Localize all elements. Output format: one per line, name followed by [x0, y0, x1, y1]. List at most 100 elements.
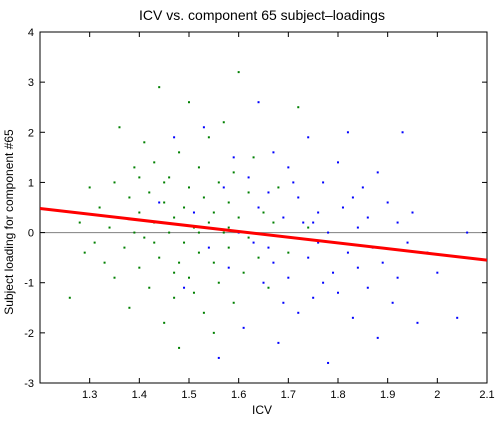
data-point	[158, 201, 161, 204]
x-tick-label: 2.1	[479, 389, 494, 401]
data-point	[222, 231, 225, 234]
y-tick-label: 4	[28, 27, 34, 39]
data-point	[297, 196, 300, 199]
data-point	[212, 211, 215, 214]
axes-box	[39, 31, 488, 384]
data-point	[262, 211, 265, 214]
data-point	[257, 256, 260, 259]
data-point	[232, 171, 235, 174]
x-axis-label: ICV	[252, 403, 272, 417]
data-point	[391, 301, 394, 304]
data-point	[237, 216, 240, 219]
data-point	[133, 231, 136, 234]
data-point	[386, 201, 389, 204]
data-point	[153, 241, 156, 244]
data-point	[173, 271, 176, 274]
y-tick-label: 3	[28, 77, 34, 89]
data-point	[143, 236, 146, 239]
data-point	[267, 286, 270, 289]
x-tick-label: 1.4	[132, 389, 147, 401]
data-point	[88, 186, 91, 189]
data-point	[232, 301, 235, 304]
data-point	[192, 291, 195, 294]
data-point	[207, 221, 210, 224]
data-point	[351, 196, 354, 199]
data-point	[83, 251, 86, 254]
data-point	[183, 206, 186, 209]
data-point	[332, 271, 335, 274]
data-point	[178, 346, 181, 349]
data-point	[381, 261, 384, 264]
data-point	[138, 211, 141, 214]
data-point	[346, 131, 349, 134]
data-point	[272, 151, 275, 154]
chart-title: ICV vs. component 65 subject–loadings	[139, 7, 385, 23]
data-point	[173, 216, 176, 219]
y-tick-label: -3	[24, 378, 34, 390]
data-point	[317, 211, 320, 214]
data-point	[222, 121, 225, 124]
data-point	[237, 71, 240, 74]
data-point	[148, 286, 151, 289]
data-point	[376, 171, 379, 174]
data-point	[337, 291, 339, 294]
data-point	[188, 186, 190, 189]
data-point	[93, 241, 96, 244]
data-point	[252, 241, 255, 244]
data-point	[376, 336, 379, 339]
data-point	[178, 261, 181, 264]
data-point	[108, 226, 111, 229]
data-point	[411, 211, 414, 214]
data-point	[277, 186, 280, 189]
data-point	[207, 136, 210, 139]
data-point	[247, 236, 250, 239]
data-point	[252, 156, 255, 159]
data-point	[153, 161, 156, 164]
data-point	[163, 321, 166, 324]
data-point	[322, 181, 325, 184]
data-point	[351, 316, 354, 319]
data-point	[138, 176, 141, 179]
data-point	[287, 251, 290, 254]
data-point	[277, 341, 280, 344]
x-tick-label: 1.8	[330, 389, 345, 401]
data-point	[163, 181, 166, 184]
data-point	[158, 256, 161, 259]
x-tick-label: 1.5	[181, 389, 196, 401]
data-point	[416, 321, 419, 324]
data-point	[337, 161, 339, 164]
data-point	[346, 251, 349, 254]
data-point	[197, 251, 200, 254]
data-point	[466, 231, 469, 234]
data-point	[68, 296, 71, 299]
data-point	[262, 281, 265, 284]
data-point	[227, 201, 230, 204]
data-point	[212, 261, 215, 264]
data-point	[307, 226, 310, 229]
data-point	[312, 296, 315, 299]
x-tick-label: 1.9	[380, 389, 395, 401]
y-tick-label: 2	[28, 127, 34, 139]
data-point	[282, 301, 285, 304]
regression-line	[40, 207, 487, 262]
data-point	[227, 246, 230, 249]
data-point	[202, 126, 205, 129]
data-point	[207, 246, 210, 249]
data-point	[317, 241, 320, 244]
data-point	[232, 156, 235, 159]
data-point	[217, 356, 220, 359]
data-point	[217, 281, 220, 284]
data-point	[168, 231, 171, 234]
data-point	[267, 246, 270, 249]
y-tick-label: -2	[24, 328, 34, 340]
y-tick-label: 1	[28, 177, 34, 189]
data-point	[128, 196, 131, 199]
data-point	[327, 231, 330, 234]
y-axis-label: Subject loading for component #65	[2, 129, 16, 315]
data-point	[173, 296, 176, 299]
data-point	[183, 286, 186, 289]
data-point	[272, 221, 275, 224]
data-point	[292, 181, 295, 184]
data-point	[242, 326, 245, 329]
